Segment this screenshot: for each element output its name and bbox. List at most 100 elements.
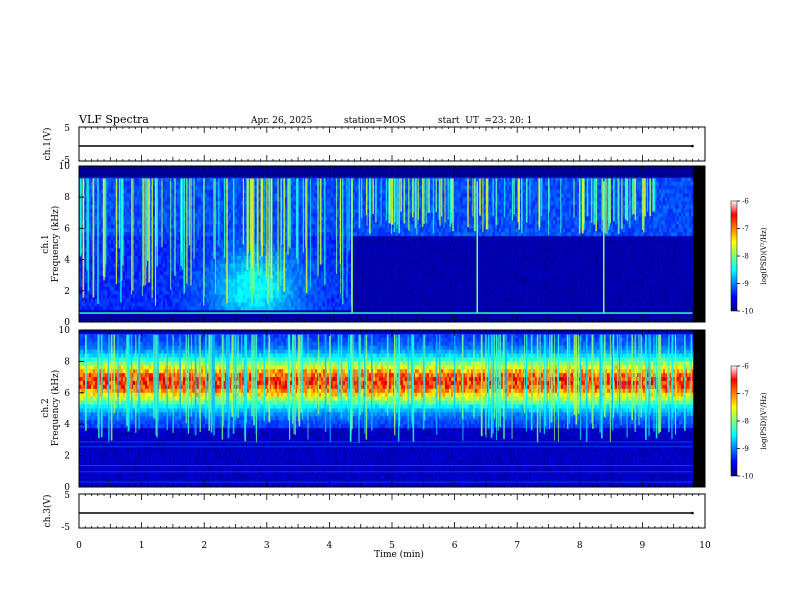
spectrogram-cell bbox=[301, 303, 303, 307]
spectrogram-cell bbox=[171, 232, 173, 236]
spectrogram-cell bbox=[125, 271, 127, 275]
spectrogram-cell bbox=[167, 217, 169, 221]
spectrogram-cell bbox=[211, 291, 213, 295]
spectrogram-cell bbox=[111, 260, 113, 264]
spectrogram-cell bbox=[177, 264, 179, 268]
spectrogram-cell bbox=[207, 197, 209, 201]
spectrogram-cell bbox=[85, 170, 87, 174]
spectrogram-cell bbox=[179, 271, 181, 275]
spectrogram-cell bbox=[281, 166, 283, 170]
spectrogram-cell bbox=[299, 174, 301, 178]
spectrogram-cell bbox=[125, 189, 127, 193]
spectrogram-cell bbox=[119, 314, 121, 318]
spectrogram-cell bbox=[167, 283, 169, 287]
spectrogram-cell bbox=[235, 275, 237, 279]
spectrogram-cell bbox=[291, 291, 293, 295]
spectrogram-cell bbox=[237, 174, 239, 178]
spectrogram-cell bbox=[111, 252, 113, 256]
spectrogram-cell bbox=[237, 236, 239, 240]
spectrogram-cell bbox=[135, 178, 137, 182]
spectrogram-cell bbox=[167, 240, 169, 244]
spectrogram-cell bbox=[165, 213, 167, 217]
spectrogram-cell bbox=[95, 283, 97, 287]
spectrogram-cell bbox=[221, 217, 223, 221]
spectrogram-cell bbox=[89, 225, 91, 229]
spectrogram-cell bbox=[95, 217, 97, 221]
spectrogram-cell bbox=[221, 170, 223, 174]
spectrogram-cell bbox=[261, 303, 263, 307]
spectrogram-cell bbox=[137, 240, 139, 244]
spectrogram-cell bbox=[165, 244, 167, 248]
spectrogram-cell bbox=[205, 283, 207, 287]
spectrogram-cell bbox=[275, 213, 277, 217]
spectrogram-cell bbox=[209, 182, 211, 186]
spectrogram-cell bbox=[253, 170, 255, 174]
spectrogram-cell bbox=[133, 174, 135, 178]
spectrogram-cell bbox=[135, 193, 137, 197]
spectrogram-cell bbox=[241, 248, 243, 252]
spectrogram-cell bbox=[101, 314, 103, 318]
spectrogram-cell bbox=[99, 314, 101, 318]
spectrogram-cell bbox=[149, 283, 151, 287]
spectrogram-cell bbox=[91, 314, 93, 318]
spectrogram-cell bbox=[211, 236, 213, 240]
spectrogram-cell bbox=[163, 291, 165, 295]
spectrogram-cell bbox=[133, 170, 135, 174]
spectrogram-cell bbox=[127, 182, 129, 186]
spectrogram-cell bbox=[293, 174, 295, 178]
spectrogram-cell bbox=[243, 166, 245, 170]
spectrogram-cell bbox=[163, 299, 165, 303]
spectrogram-cell bbox=[285, 271, 287, 275]
spectrogram-cell bbox=[113, 267, 115, 271]
spectrogram-cell bbox=[209, 197, 211, 201]
spectrogram-cell bbox=[195, 303, 197, 307]
spectrogram-cell bbox=[285, 264, 287, 268]
spectrogram-cell bbox=[297, 170, 299, 174]
spectrogram-cell bbox=[179, 267, 181, 271]
spectrogram-cell bbox=[199, 299, 201, 303]
spectrogram-cell bbox=[137, 264, 139, 268]
spectrogram-cell bbox=[125, 174, 127, 178]
spectrogram-cell bbox=[89, 267, 91, 271]
spectrogram-cell bbox=[205, 170, 207, 174]
spectrogram-cell bbox=[153, 205, 155, 209]
spectrogram-cell bbox=[207, 205, 209, 209]
spectrogram-cell bbox=[243, 295, 245, 299]
spectrogram-cell bbox=[143, 287, 145, 291]
spectrogram-cell bbox=[199, 256, 201, 260]
spectrogram-cell bbox=[239, 306, 241, 310]
spectrogram-cell bbox=[127, 232, 129, 236]
spectrogram-cell bbox=[151, 170, 153, 174]
spectrogram-cell bbox=[135, 217, 137, 221]
spectrogram-cell bbox=[229, 252, 231, 256]
spectrogram-cell bbox=[243, 248, 245, 252]
spectrogram-cell bbox=[163, 170, 165, 174]
spectrogram-cell bbox=[219, 279, 221, 283]
spectrogram-cell bbox=[221, 178, 223, 182]
spectrogram-cell bbox=[141, 306, 143, 310]
spectrogram-cell bbox=[231, 299, 233, 303]
spectrogram-cell bbox=[135, 279, 137, 283]
spectrogram-cell bbox=[239, 217, 241, 221]
spectrogram-cell bbox=[197, 174, 199, 178]
spectrogram-cell bbox=[293, 225, 295, 229]
spectrogram-cell bbox=[113, 279, 115, 283]
spectrogram-cell bbox=[243, 314, 245, 318]
spectrogram-cell bbox=[179, 170, 181, 174]
spectrogram-cell bbox=[215, 170, 217, 174]
spectrogram-cell bbox=[239, 170, 241, 174]
spectrogram-cell bbox=[299, 306, 301, 310]
spectrogram-cell bbox=[247, 295, 249, 299]
spectrogram-cell bbox=[299, 209, 301, 213]
spectrogram-cell bbox=[209, 240, 211, 244]
spectrogram-cell bbox=[255, 170, 257, 174]
spectrogram-cell bbox=[197, 275, 199, 279]
spectrogram-cell bbox=[299, 264, 301, 268]
spectrogram-cell bbox=[101, 303, 103, 307]
spectrogram-cell bbox=[235, 260, 237, 264]
spectrogram-cell bbox=[141, 174, 143, 178]
spectrogram-cell bbox=[171, 252, 173, 256]
spectrogram-cell bbox=[165, 182, 167, 186]
spectrogram-cell bbox=[231, 291, 233, 295]
spectrogram-cell bbox=[121, 174, 123, 178]
